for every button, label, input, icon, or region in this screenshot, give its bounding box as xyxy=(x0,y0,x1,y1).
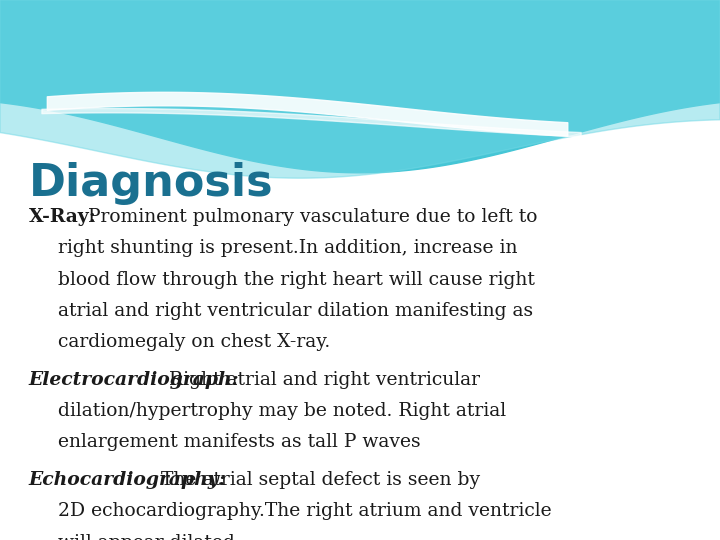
Text: blood flow through the right heart will cause right: blood flow through the right heart will … xyxy=(58,271,534,288)
Text: Diagnosis: Diagnosis xyxy=(29,162,274,205)
Text: Prominent pulmonary vasculature due to left to: Prominent pulmonary vasculature due to l… xyxy=(88,208,537,226)
Text: atrial and right ventricular dilation manifesting as: atrial and right ventricular dilation ma… xyxy=(58,302,533,320)
Text: cardiomegaly on chest X-ray.: cardiomegaly on chest X-ray. xyxy=(58,333,330,351)
Text: dilation/hypertrophy may be noted. Right atrial: dilation/hypertrophy may be noted. Right… xyxy=(58,402,505,420)
Text: Electrocardiograph:: Electrocardiograph: xyxy=(29,371,239,389)
Text: X-Ray:: X-Ray: xyxy=(29,208,96,226)
Text: The atrial septal defect is seen by: The atrial septal defect is seen by xyxy=(161,471,480,489)
Text: will appear dilated.: will appear dilated. xyxy=(58,534,240,540)
Text: Echocardiography:: Echocardiography: xyxy=(29,471,226,489)
Text: Right atrial and right ventricular: Right atrial and right ventricular xyxy=(169,371,480,389)
Text: enlargement manifests as tall P waves: enlargement manifests as tall P waves xyxy=(58,434,420,451)
Text: 2D echocardiography.The right atrium and ventricle: 2D echocardiography.The right atrium and… xyxy=(58,502,552,521)
Text: right shunting is present.In addition, increase in: right shunting is present.In addition, i… xyxy=(58,239,517,257)
